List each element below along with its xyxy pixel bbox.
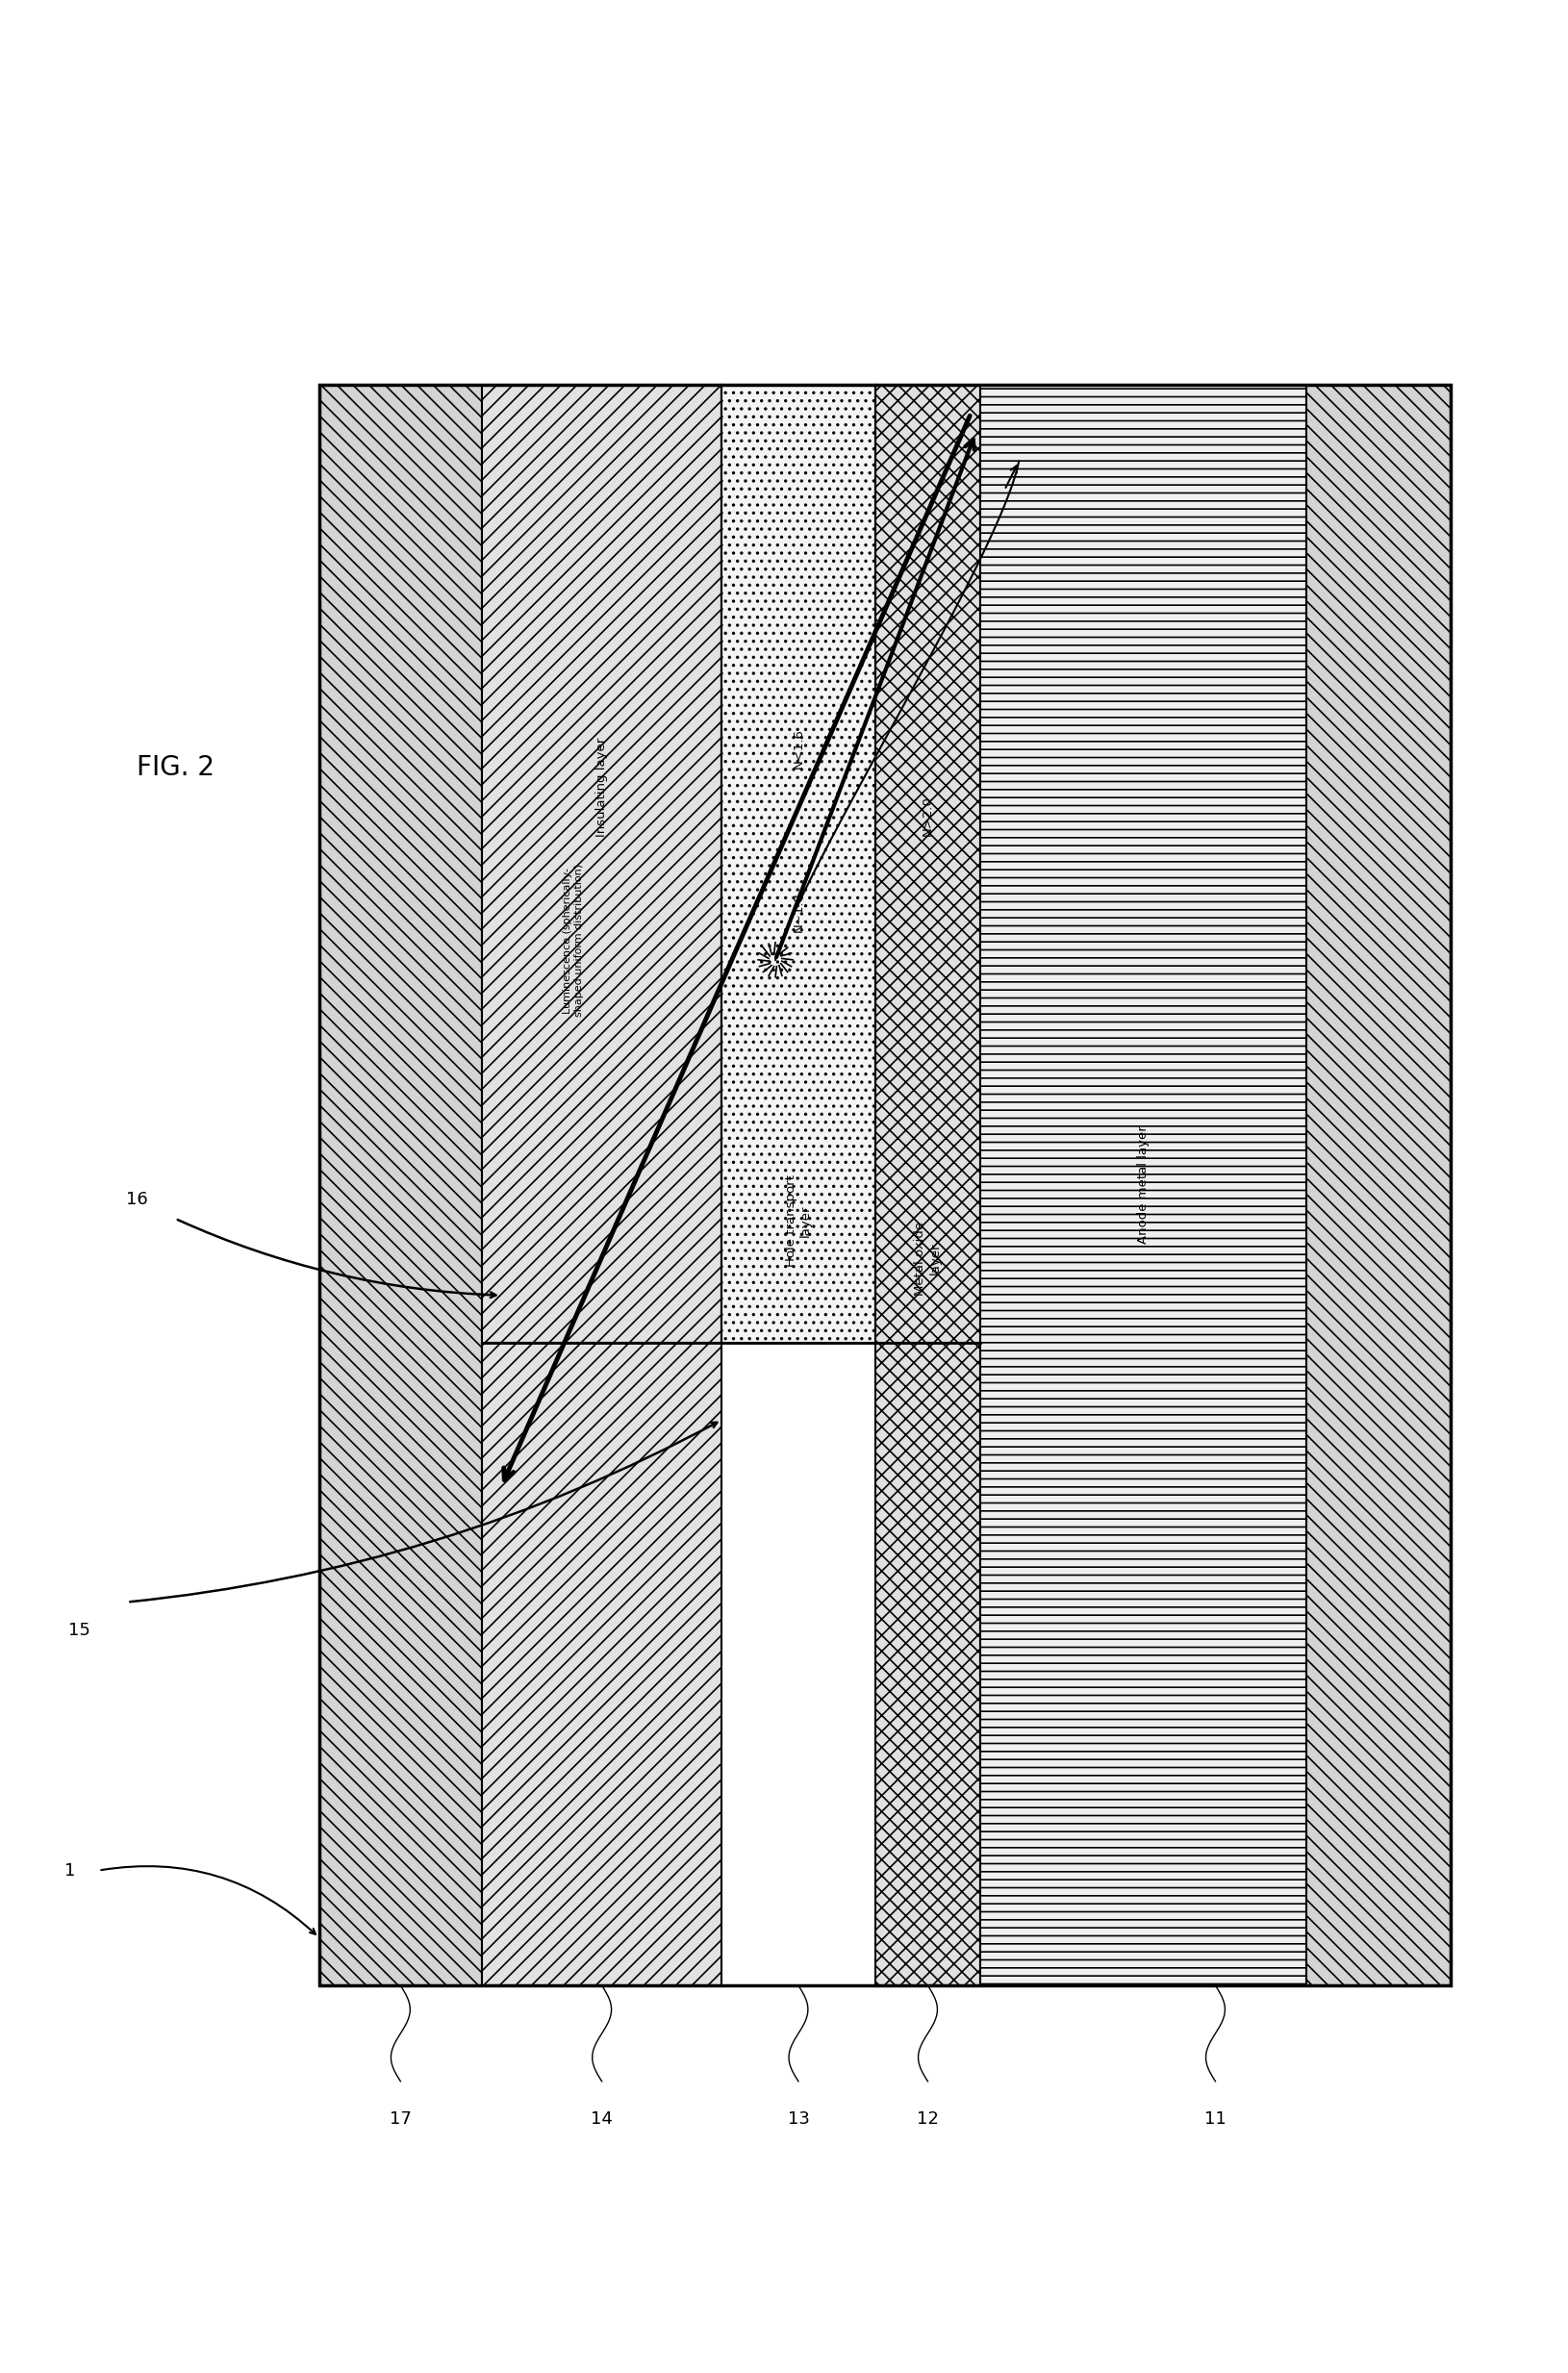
Text: 15: 15 [69,1623,91,1640]
Text: N>2.0: N>2.0 [922,795,935,835]
Text: FIG. 2: FIG. 2 [136,755,215,781]
Bar [318,384,481,1986]
Text: Luminescence (spherically-
shaped uniform distribution): Luminescence (spherically- shaped unifor… [563,864,583,1018]
Text: 13: 13 [787,2110,809,2129]
Text: 16: 16 [125,1191,147,1208]
Text: 17: 17 [389,2110,411,2129]
Text: 11: 11 [1204,2110,1226,2129]
Bar [980,384,1306,1986]
Bar [318,384,1450,1986]
Bar [875,384,980,1343]
Text: 14: 14 [591,2110,613,2129]
Text: Insulating layer: Insulating layer [596,738,608,838]
Text: 1: 1 [64,1863,75,1879]
Bar [481,384,721,1343]
Text: Hole transport
layer: Hole transport layer [786,1175,812,1267]
Text: N<1.6: N<1.6 [792,729,804,769]
Bar [481,1343,721,1986]
Text: Anode metal layer: Anode metal layer [1137,1127,1149,1243]
Bar [721,384,875,1343]
Bar [1306,384,1450,1986]
Bar [875,1343,980,1986]
Text: N~1.8: N~1.8 [792,892,804,933]
Text: Metal oxide
layer: Metal oxide layer [914,1222,941,1296]
Text: 12: 12 [917,2110,939,2129]
